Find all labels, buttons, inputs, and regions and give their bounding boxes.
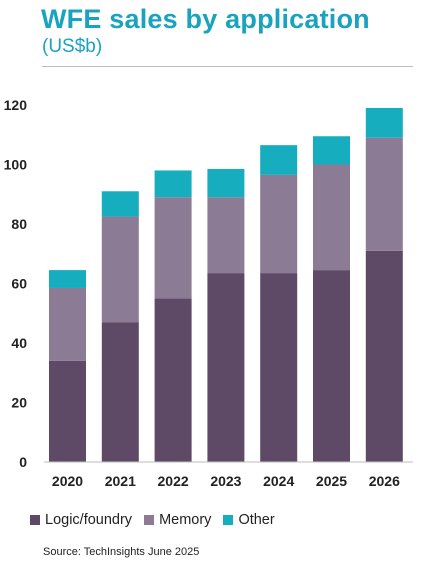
legend-label-other: Other — [238, 512, 275, 528]
x-tick-label: 2020 — [52, 473, 83, 489]
source-note: Source: TechInsights June 2025 — [43, 546, 200, 558]
legend-item-memory: Memory — [144, 512, 211, 528]
bar-segment-memory-2023 — [207, 197, 245, 274]
legend-swatch-memory — [144, 515, 155, 525]
bar-segment-other-2023 — [207, 168, 245, 198]
legend-label-memory: Memory — [159, 512, 212, 528]
y-tick-label: 20 — [11, 395, 27, 411]
bar-segment-logic-foundry-2026 — [365, 250, 403, 462]
bar-segment-other-2025 — [313, 136, 350, 165]
bar-segment-memory-2021 — [101, 216, 139, 323]
x-tick-label: 2022 — [158, 473, 189, 489]
legend-swatch-logic — [30, 515, 40, 525]
title-divider — [42, 66, 413, 67]
bar-segment-memory-2024 — [260, 174, 298, 274]
bar-segment-other-2021 — [101, 191, 139, 217]
bar-segment-other-2026 — [365, 107, 403, 138]
bar-segment-memory-2022 — [154, 197, 192, 299]
y-tick-label: 120 — [4, 97, 28, 113]
legend-label-logic: Logic/foundry — [45, 512, 133, 528]
bar-segment-logic-foundry-2023 — [207, 273, 245, 462]
bar-segment-logic-foundry-2020 — [49, 360, 86, 462]
legend: Logic/foundry Memory Other — [30, 512, 287, 528]
y-axis: 0 20 40 60 80 100 120 — [4, 97, 28, 470]
y-tick-label: 80 — [11, 216, 27, 232]
bar-segment-logic-foundry-2021 — [101, 322, 139, 462]
bar-segment-logic-foundry-2024 — [260, 273, 298, 462]
x-tick-label: 2026 — [369, 473, 400, 489]
bar-segment-other-2022 — [154, 170, 192, 198]
x-tick-label: 2023 — [210, 473, 241, 489]
y-tick-label: 0 — [19, 454, 27, 470]
bar-segment-memory-2020 — [49, 287, 86, 361]
bars — [49, 107, 403, 462]
y-tick-label: 60 — [11, 276, 27, 292]
chart-subtitle: (US$b) — [42, 36, 103, 57]
bar-segment-memory-2025 — [313, 164, 350, 271]
y-tick-label: 100 — [4, 157, 28, 173]
x-tick-label: 2021 — [105, 473, 136, 489]
bar-segment-logic-foundry-2025 — [313, 270, 350, 462]
stacked-bar-chart: 0 20 40 60 80 100 120 2020 2021 2022 2023 2024 2025… — [4, 97, 413, 489]
y-tick-label: 40 — [11, 335, 27, 351]
x-axis: 2020 2021 2022 2023 2024 2025 2026 — [52, 473, 400, 489]
chart-title: WFE sales by application — [41, 4, 370, 34]
legend-item-logic: Logic/foundry — [30, 512, 132, 528]
legend-item-other: Other — [223, 512, 275, 528]
bar-segment-other-2020 — [49, 270, 86, 288]
bar-segment-memory-2026 — [365, 137, 403, 251]
x-tick-label: 2024 — [263, 473, 294, 489]
x-tick-label: 2025 — [316, 473, 347, 489]
legend-swatch-other — [223, 515, 234, 525]
bar-segment-logic-foundry-2022 — [154, 298, 192, 462]
bar-segment-other-2024 — [260, 145, 298, 175]
